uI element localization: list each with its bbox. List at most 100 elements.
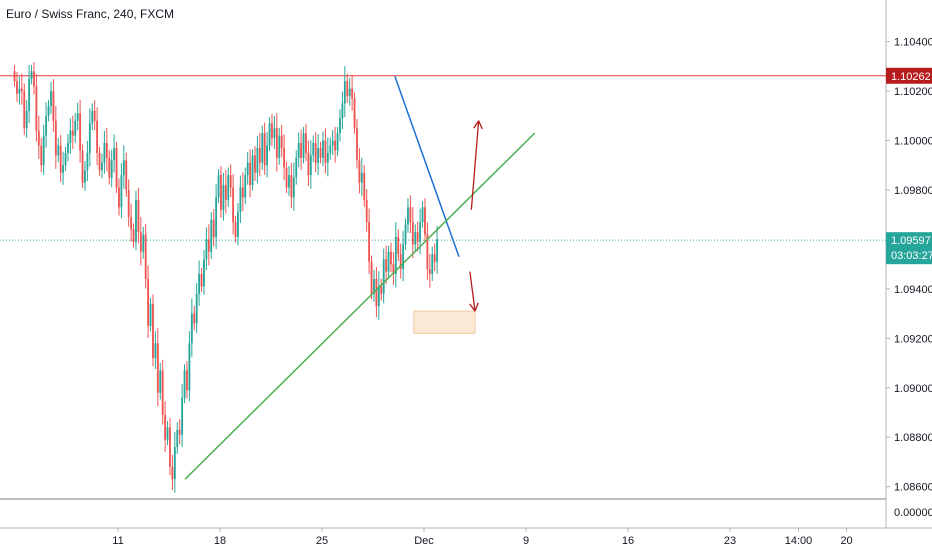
- candle-body: [390, 251, 392, 265]
- candle-body: [74, 120, 77, 136]
- candle-body: [368, 222, 371, 262]
- candle-body: [84, 170, 86, 183]
- candle-body: [130, 217, 133, 230]
- candle-body: [419, 222, 422, 242]
- candle-body: [370, 261, 373, 294]
- candle-body: [137, 199, 140, 233]
- candle-body: [322, 140, 324, 158]
- arrow-down-head: [474, 302, 479, 312]
- candle-body: [135, 199, 137, 242]
- time-tick-label: 18: [214, 535, 226, 547]
- candle-body: [307, 152, 310, 176]
- candle-body: [421, 207, 424, 223]
- candle-body: [164, 414, 167, 440]
- time-tick-label: 16: [622, 535, 634, 547]
- candle-body: [266, 145, 269, 166]
- candle-body: [25, 110, 28, 129]
- candle-body: [120, 175, 123, 208]
- candle-body: [23, 91, 26, 129]
- candle-body: [171, 466, 174, 480]
- candle-body: [433, 254, 436, 262]
- candle-body: [385, 259, 388, 272]
- candle-body: [76, 113, 79, 121]
- candle-body: [166, 427, 169, 440]
- candle-body: [436, 239, 439, 262]
- candle-body: [110, 160, 113, 178]
- arrow-up-shaft: [470, 120, 480, 210]
- candle-body: [181, 397, 184, 435]
- candle-body: [356, 128, 358, 161]
- candle-body: [317, 147, 320, 163]
- candle-body: [69, 130, 72, 144]
- candle-body: [232, 187, 235, 223]
- candle-body: [159, 370, 162, 393]
- candle-body: [20, 88, 23, 92]
- candle-body: [329, 145, 332, 153]
- candle-body: [305, 133, 307, 153]
- candle-body: [246, 162, 249, 176]
- candle-body: [222, 185, 225, 210]
- arrow-up-head: [478, 120, 483, 130]
- candle-body: [346, 81, 349, 97]
- arrow-down-shaft: [469, 271, 476, 312]
- candle-body: [125, 160, 128, 190]
- candle-body: [47, 105, 50, 116]
- time-tick-label: 9: [523, 535, 529, 547]
- candle-body: [407, 207, 409, 225]
- candle-body: [363, 172, 366, 200]
- candle-body: [387, 251, 390, 272]
- candle-body: [62, 165, 65, 173]
- candle-body: [45, 115, 48, 136]
- time-tick-label: 23: [724, 535, 736, 547]
- candle-body: [426, 234, 429, 270]
- candle-body: [375, 278, 378, 307]
- countdown-label: 03:03:27: [891, 250, 932, 262]
- candle-body: [50, 91, 52, 106]
- candle-body: [411, 222, 414, 245]
- price-tick-label: 1.08600: [894, 482, 932, 494]
- candle-body: [234, 222, 237, 237]
- candle-body: [392, 264, 395, 275]
- candle-body: [127, 189, 130, 218]
- candle-body: [237, 212, 239, 237]
- candle-body: [96, 120, 99, 153]
- candle-body: [358, 160, 361, 183]
- candle-body: [64, 152, 67, 166]
- candle-body: [397, 236, 400, 255]
- candle-body: [71, 130, 74, 136]
- candle-body: [360, 172, 363, 183]
- candle-body: [380, 286, 383, 294]
- candle-body: [348, 88, 351, 97]
- candle-body: [326, 152, 329, 163]
- candle-body: [210, 219, 213, 252]
- candle-body: [341, 103, 344, 119]
- time-tick-label: 14:00: [785, 535, 813, 547]
- candle-body: [37, 130, 40, 146]
- candle-body: [244, 175, 247, 198]
- candle-body: [16, 81, 18, 94]
- candle-body: [251, 155, 254, 186]
- candle-body: [118, 187, 120, 208]
- candle-body: [144, 234, 147, 279]
- candle-body: [314, 143, 317, 163]
- candle-body: [33, 71, 35, 87]
- price-tick-label: 1.09800: [894, 185, 932, 197]
- price-tick-label: 1.10400: [894, 37, 932, 49]
- candle-body: [169, 427, 171, 467]
- candle-body: [98, 152, 101, 171]
- candle-body: [224, 185, 227, 200]
- candle-body: [261, 133, 264, 163]
- candle-body: [239, 187, 242, 213]
- candle-body: [300, 143, 303, 158]
- candle-body: [302, 133, 305, 158]
- candle-body: [290, 175, 293, 198]
- candle-body: [288, 175, 290, 188]
- arrow-down-head: [469, 303, 476, 312]
- candle-body: [229, 175, 232, 188]
- candle-body: [377, 286, 380, 307]
- candle-body: [334, 140, 337, 151]
- candle-body: [152, 303, 154, 359]
- time-tick-label: Dec: [414, 535, 434, 547]
- candle-body: [142, 234, 145, 252]
